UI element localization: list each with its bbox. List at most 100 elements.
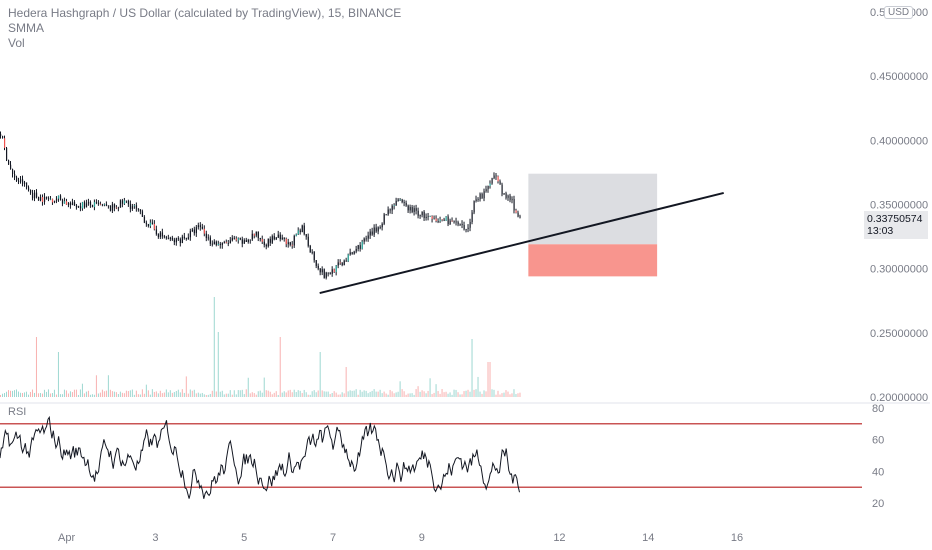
volume-bar	[401, 389, 403, 397]
volume-bar	[393, 393, 395, 397]
rsi-line	[0, 415, 520, 499]
volume-bar	[457, 392, 459, 397]
candle-body	[369, 231, 371, 236]
volume-bar	[209, 393, 211, 397]
candle-body	[437, 221, 439, 222]
candle-body	[267, 238, 269, 247]
volume-bar	[495, 394, 497, 397]
candle-body	[137, 208, 140, 210]
volume-bar	[199, 393, 201, 397]
volume-bar	[443, 392, 445, 397]
candle-body	[67, 203, 70, 205]
volume-bar	[203, 394, 205, 397]
price-tick-label: 0.30000000	[870, 264, 928, 276]
volume-bar	[15, 389, 17, 397]
candle-body	[221, 242, 223, 246]
trendline-drawing[interactable]	[319, 191, 724, 295]
rsi-indicator-label[interactable]: RSI	[8, 406, 27, 418]
volume-bar	[71, 392, 73, 397]
volume-bar	[519, 392, 521, 397]
candle-body	[253, 233, 255, 236]
candle-body	[425, 216, 427, 218]
volume-bar	[189, 389, 191, 397]
volume-bar	[409, 393, 411, 397]
volume-bar	[191, 390, 193, 397]
symbol-title[interactable]: Hedera Hashgraph / US Dollar (calculated…	[8, 6, 402, 20]
volume-bar	[467, 389, 469, 397]
volume-bar	[429, 378, 431, 397]
candle-body	[37, 196, 40, 201]
volume-bar	[399, 381, 401, 397]
candle-body	[445, 216, 447, 221]
volume-bar	[175, 391, 177, 397]
volume-bar	[25, 391, 27, 397]
candle-body	[327, 272, 329, 274]
candle-body	[455, 221, 457, 223]
candle-body	[463, 224, 465, 230]
candle-body	[47, 198, 50, 200]
volume-bar	[91, 394, 93, 397]
candle-body	[441, 219, 443, 221]
candle-body	[69, 203, 72, 206]
volume-bar	[261, 392, 263, 397]
candle-body	[389, 209, 391, 211]
candle-body	[353, 251, 355, 254]
smma-indicator-label[interactable]: SMMA	[8, 21, 44, 35]
currency-badge[interactable]: USD	[884, 6, 914, 19]
volume-bar	[491, 389, 493, 397]
volume-bar	[303, 389, 305, 397]
volume-bar	[249, 393, 251, 397]
price-axis[interactable]: 0.500000000.450000000.400000000.35000000…	[870, 7, 928, 404]
volume-bar	[391, 391, 393, 397]
candle-body	[285, 238, 287, 245]
candle-body	[271, 236, 273, 243]
volume-bar	[315, 392, 317, 397]
candle-body	[409, 207, 411, 211]
volume-bar	[385, 393, 387, 397]
candle-body	[207, 237, 209, 239]
volume-bar	[125, 390, 127, 397]
volume-bar	[185, 376, 187, 397]
volume-bar	[193, 389, 195, 397]
candle-body	[187, 237, 190, 240]
volume-bar	[229, 390, 231, 397]
candle-body	[29, 190, 32, 193]
volume-bar	[321, 390, 323, 397]
volume-bar	[197, 392, 199, 397]
candle-body	[199, 225, 201, 227]
time-axis[interactable]: Apr 3 5 7 9 12 14 16	[58, 532, 743, 544]
volume-bar	[477, 376, 479, 397]
volume-bar	[497, 390, 499, 397]
long-position-tool[interactable]	[528, 173, 658, 277]
candle-body	[59, 195, 62, 200]
volume-bar	[183, 392, 185, 397]
candle-body	[497, 176, 499, 182]
time-tick-label: Apr	[58, 532, 75, 544]
candle-body	[229, 240, 231, 244]
volume-bar	[195, 393, 197, 397]
volume-bar	[479, 391, 481, 397]
volume-bar	[447, 393, 449, 397]
candle-body	[423, 211, 425, 218]
volume-indicator-label[interactable]: Vol	[8, 36, 25, 50]
candle-body	[233, 237, 235, 239]
volume-bar	[45, 391, 47, 397]
candle-body	[383, 214, 385, 224]
volume-bar	[337, 394, 339, 397]
volume-bar	[213, 297, 215, 397]
volume-bar	[241, 389, 243, 397]
candle-body	[283, 237, 285, 239]
volume-bar	[345, 367, 347, 397]
volume-bar	[23, 392, 25, 397]
candle-body	[503, 193, 505, 195]
candle-body	[415, 208, 417, 211]
candle-body	[259, 237, 261, 240]
candle-body	[385, 214, 387, 216]
candle-body	[325, 272, 327, 278]
candle-body	[79, 206, 82, 209]
volume-bar	[47, 389, 49, 397]
volume-bar	[63, 389, 65, 397]
volume-bar	[513, 389, 515, 397]
candle-body	[387, 209, 389, 215]
